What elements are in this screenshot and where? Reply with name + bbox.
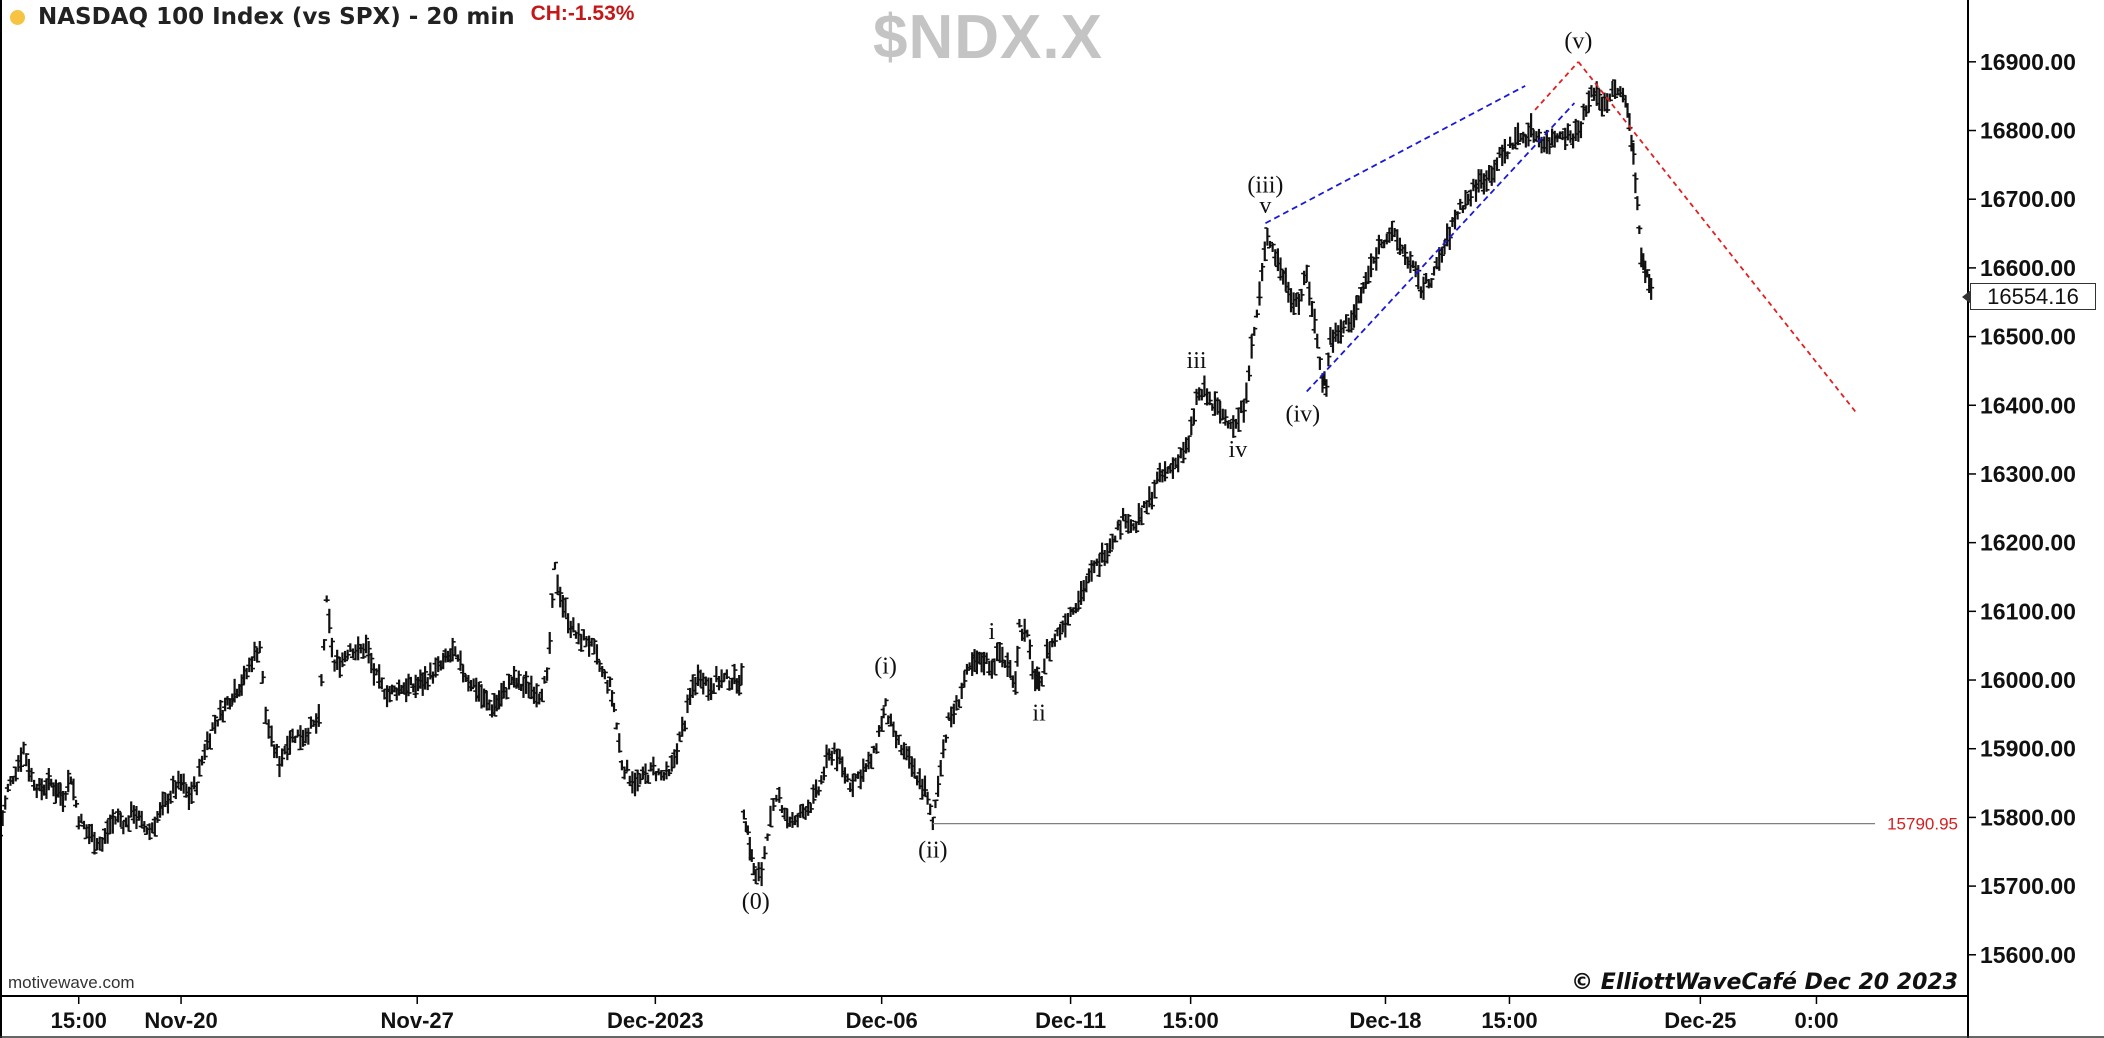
x-tick-label: Nov-20 [144, 1008, 217, 1033]
y-tick-label: 15700.00 [1980, 873, 2076, 899]
site-watermark: motivewave.com [8, 973, 135, 992]
chart-header: NASDAQ 100 Index (vs SPX) - 20 min CH:-1… [10, 2, 635, 30]
wave-label: (iii) [1247, 173, 1283, 199]
support-levels: 15790.95 [932, 815, 1958, 834]
y-tick-label: 16800.00 [1980, 118, 2076, 144]
y-tick-label: 15600.00 [1980, 942, 2076, 968]
channel-line [1306, 102, 1576, 393]
x-tick-label: 15:00 [1162, 1008, 1218, 1033]
wave-label: (v) [1564, 28, 1592, 54]
change-percent: CH:-1.53% [530, 2, 635, 25]
wave-label: (0) [742, 889, 770, 915]
wave-label: (iv) [1285, 402, 1320, 428]
y-tick-label: 16700.00 [1980, 186, 2076, 212]
level-label: 15790.95 [1887, 815, 1958, 834]
x-tick-label: Dec-18 [1349, 1008, 1421, 1033]
y-tick-label: 16200.00 [1980, 530, 2076, 556]
x-tick-label: Dec-2023 [607, 1008, 704, 1033]
wave-label: i [989, 619, 996, 645]
wave-label: ii [1032, 700, 1046, 726]
copyright-text: © ElliottWaveCafé Dec 20 2023 [1571, 970, 1958, 995]
symbol-watermark: $NDX.X [873, 3, 1103, 72]
y-tick-label: 16400.00 [1980, 392, 2076, 418]
wave-label: iv [1229, 437, 1248, 463]
x-tick-label: 15:00 [51, 1008, 107, 1033]
y-tick-label: 16900.00 [1980, 49, 2076, 75]
y-tick-label: 16500.00 [1980, 324, 2076, 350]
x-tick-label: 15:00 [1481, 1008, 1537, 1033]
channel-line [1265, 85, 1526, 225]
last-price-badge: 16554.16 [1962, 283, 2096, 310]
x-tick-label: Dec-25 [1664, 1008, 1736, 1033]
wave-label: (i) [874, 653, 897, 679]
x-tick-label: 0:00 [1794, 1008, 1838, 1033]
x-tick-label: Nov-27 [381, 1008, 454, 1033]
x-tick-label: Dec-11 [1035, 1008, 1106, 1033]
x-tick-label: Dec-06 [846, 1008, 918, 1033]
y-tick-label: 15800.00 [1980, 804, 2076, 830]
wave-label: iii [1187, 348, 1207, 374]
status-dot-icon [10, 9, 25, 25]
y-tick-label: 16100.00 [1980, 598, 2076, 624]
y-tick-label: 15900.00 [1980, 736, 2076, 762]
wave-overlays [1265, 61, 1857, 413]
y-tick-label: 16300.00 [1980, 461, 2076, 487]
y-tick-label: 16600.00 [1980, 255, 2076, 281]
wave-label: v [1259, 193, 1271, 219]
projection-line [1534, 61, 1580, 111]
y-tick-label: 16000.00 [1980, 667, 2076, 693]
projection-line [1577, 61, 1857, 413]
wave-label: (ii) [918, 838, 947, 864]
chart-title: NASDAQ 100 Index (vs SPX) - 20 min [38, 4, 515, 30]
price-bars [0, 79, 1655, 887]
